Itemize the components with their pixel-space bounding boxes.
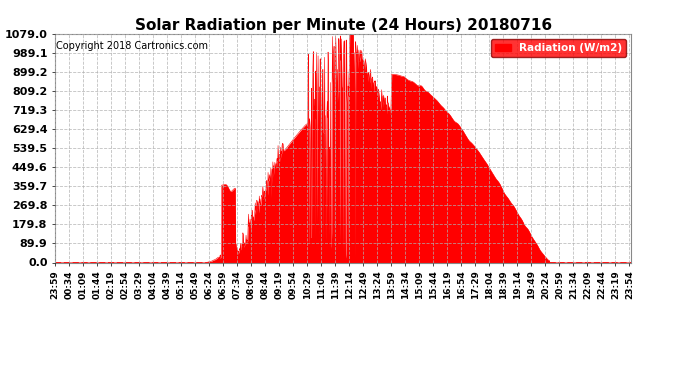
- Legend: Radiation (W/m2): Radiation (W/m2): [491, 39, 626, 57]
- Text: Copyright 2018 Cartronics.com: Copyright 2018 Cartronics.com: [57, 40, 208, 51]
- Title: Solar Radiation per Minute (24 Hours) 20180716: Solar Radiation per Minute (24 Hours) 20…: [135, 18, 552, 33]
